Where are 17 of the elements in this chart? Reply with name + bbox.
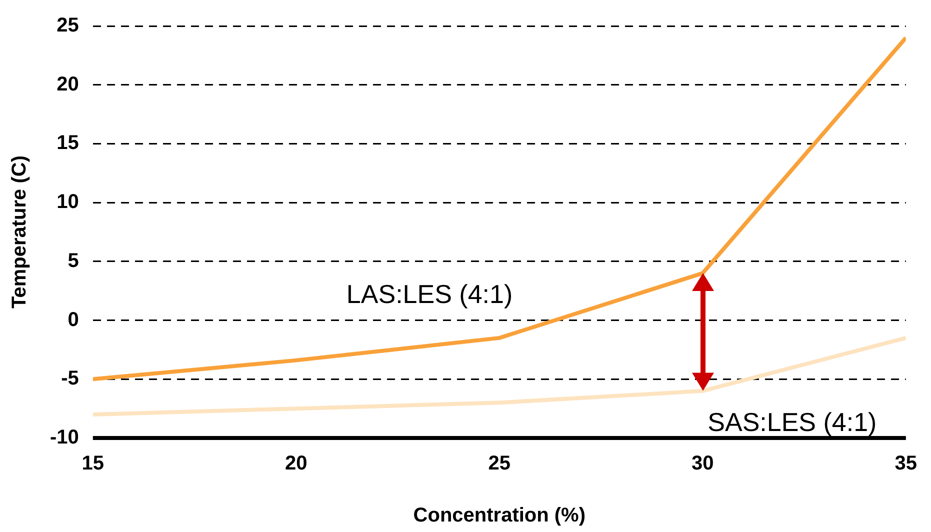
y-tick-label: 5 (68, 250, 79, 272)
y-tick-label: 0 (68, 308, 79, 331)
series-label: SAS:LES (4:1) (708, 406, 877, 437)
x-axis-title: Concentration (%) (413, 504, 586, 527)
y-tick-label: -10 (50, 426, 79, 449)
y-tick-label: -5 (61, 368, 79, 390)
y-tick-label: 10 (56, 191, 79, 214)
y-tick-label: 15 (56, 132, 79, 154)
series-label: LAS:LES (4:1) (346, 279, 513, 310)
x-tick-label: 30 (692, 452, 714, 475)
x-tick-label: 35 (894, 452, 917, 475)
x-tick-label: 15 (82, 452, 104, 475)
x-tick-label: 25 (488, 452, 511, 475)
x-tick-label: 20 (285, 452, 308, 475)
y-tick-label: 20 (56, 73, 79, 96)
y-axis-title: Temperature (C) (8, 156, 31, 308)
y-tick-label: 25 (56, 14, 79, 37)
